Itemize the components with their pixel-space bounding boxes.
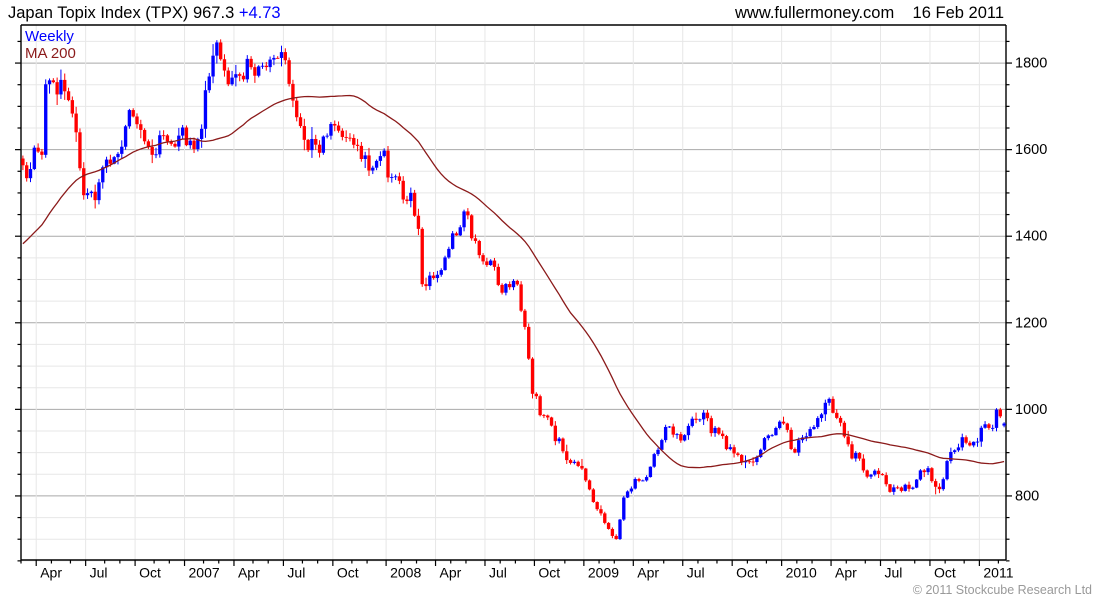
svg-text:Oct: Oct: [337, 565, 359, 581]
svg-text:Oct: Oct: [934, 565, 956, 581]
svg-text:2010: 2010: [786, 565, 817, 581]
svg-text:Jul: Jul: [687, 565, 705, 581]
svg-text:Apr: Apr: [440, 565, 462, 581]
svg-text:1200: 1200: [1015, 315, 1047, 331]
svg-text:Jul: Jul: [287, 565, 305, 581]
svg-text:Oct: Oct: [538, 565, 560, 581]
svg-text:MA 200: MA 200: [25, 45, 76, 62]
svg-text:Jul: Jul: [90, 565, 108, 581]
svg-text:Oct: Oct: [139, 565, 161, 581]
svg-text:2009: 2009: [588, 565, 619, 581]
svg-text:2008: 2008: [390, 565, 421, 581]
svg-text:800: 800: [1015, 488, 1039, 504]
svg-text:2007: 2007: [189, 565, 220, 581]
svg-text:1000: 1000: [1015, 402, 1047, 418]
svg-text:Apr: Apr: [40, 565, 62, 581]
svg-text:Apr: Apr: [238, 565, 260, 581]
svg-text:1800: 1800: [1015, 56, 1047, 72]
svg-text:Jul: Jul: [489, 565, 507, 581]
svg-text:Weekly: Weekly: [25, 28, 74, 45]
svg-text:Oct: Oct: [736, 565, 758, 581]
svg-text:1600: 1600: [1015, 142, 1047, 158]
svg-text:Apr: Apr: [835, 565, 857, 581]
svg-text:Jul: Jul: [885, 565, 903, 581]
svg-text:1400: 1400: [1015, 229, 1047, 245]
svg-text:2011: 2011: [983, 565, 1013, 581]
svg-text:Apr: Apr: [637, 565, 659, 581]
